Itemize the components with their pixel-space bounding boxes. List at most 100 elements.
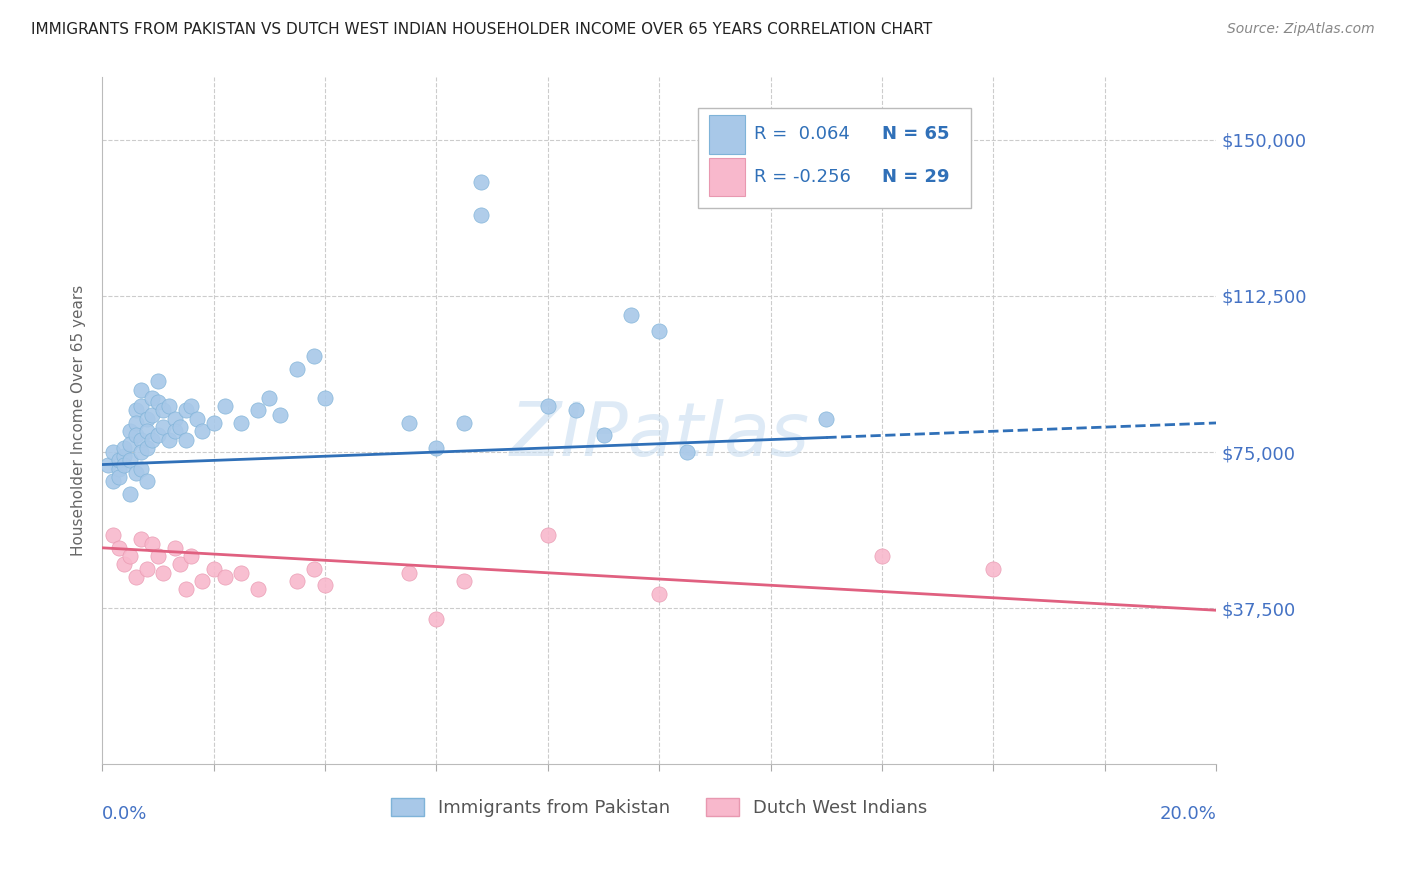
Point	[285, 361, 308, 376]
Text: 20.0%: 20.0%	[1160, 805, 1216, 823]
Point	[648, 586, 671, 600]
Text: N = 29: N = 29	[882, 168, 949, 186]
Point	[146, 395, 169, 409]
Point	[135, 474, 157, 488]
Text: ZIPatlas: ZIPatlas	[509, 399, 810, 471]
Point	[191, 424, 214, 438]
FancyBboxPatch shape	[710, 115, 745, 153]
Point	[152, 420, 174, 434]
Point	[129, 399, 152, 413]
Point	[231, 416, 253, 430]
Point	[120, 549, 142, 563]
Point	[231, 566, 253, 580]
Point	[537, 528, 560, 542]
Point	[180, 549, 202, 563]
Point	[453, 416, 475, 430]
Point	[114, 458, 136, 472]
Point	[97, 458, 120, 472]
Point	[163, 541, 186, 555]
Point	[815, 411, 838, 425]
Point	[470, 208, 492, 222]
Point	[108, 453, 131, 467]
Point	[470, 174, 492, 188]
Point	[163, 424, 186, 438]
Y-axis label: Householder Income Over 65 years: Householder Income Over 65 years	[72, 285, 86, 557]
Point	[398, 566, 420, 580]
Point	[247, 403, 270, 417]
Point	[141, 433, 163, 447]
Point	[129, 461, 152, 475]
Point	[620, 308, 643, 322]
Text: IMMIGRANTS FROM PAKISTAN VS DUTCH WEST INDIAN HOUSEHOLDER INCOME OVER 65 YEARS C: IMMIGRANTS FROM PAKISTAN VS DUTCH WEST I…	[31, 22, 932, 37]
Point	[108, 541, 131, 555]
Point	[120, 486, 142, 500]
Point	[314, 578, 336, 592]
Point	[174, 403, 197, 417]
Point	[186, 411, 208, 425]
Point	[564, 403, 586, 417]
Point	[120, 453, 142, 467]
Point	[120, 424, 142, 438]
Point	[152, 566, 174, 580]
Point	[129, 383, 152, 397]
Point	[592, 428, 614, 442]
Point	[202, 561, 225, 575]
Point	[152, 403, 174, 417]
Point	[259, 391, 281, 405]
Point	[676, 445, 699, 459]
Point	[146, 428, 169, 442]
Point	[120, 436, 142, 450]
Point	[169, 558, 191, 572]
Point	[103, 445, 125, 459]
Point	[124, 428, 146, 442]
Point	[124, 466, 146, 480]
Point	[202, 416, 225, 430]
FancyBboxPatch shape	[710, 158, 745, 196]
Point	[537, 399, 560, 413]
Point	[108, 470, 131, 484]
Point	[174, 433, 197, 447]
FancyBboxPatch shape	[699, 108, 972, 208]
Point	[174, 582, 197, 597]
Point	[983, 561, 1005, 575]
Point	[214, 399, 236, 413]
Point	[453, 574, 475, 588]
Text: Source: ZipAtlas.com: Source: ZipAtlas.com	[1227, 22, 1375, 37]
Point	[108, 461, 131, 475]
Point	[141, 536, 163, 550]
Point	[314, 391, 336, 405]
Point	[285, 574, 308, 588]
Point	[135, 424, 157, 438]
Point	[398, 416, 420, 430]
Point	[129, 433, 152, 447]
Point	[648, 324, 671, 338]
Point	[163, 411, 186, 425]
Point	[135, 411, 157, 425]
Point	[870, 549, 893, 563]
Point	[191, 574, 214, 588]
Point	[146, 374, 169, 388]
Point	[124, 403, 146, 417]
Point	[129, 533, 152, 547]
Point	[169, 420, 191, 434]
Point	[129, 445, 152, 459]
Point	[302, 349, 325, 363]
Point	[269, 408, 291, 422]
Point	[247, 582, 270, 597]
Point	[114, 449, 136, 463]
Point	[214, 570, 236, 584]
Legend: Immigrants from Pakistan, Dutch West Indians: Immigrants from Pakistan, Dutch West Ind…	[391, 797, 928, 817]
Point	[141, 408, 163, 422]
Point	[146, 549, 169, 563]
Point	[103, 474, 125, 488]
Point	[103, 528, 125, 542]
Point	[425, 441, 447, 455]
Point	[302, 561, 325, 575]
Text: N = 65: N = 65	[882, 126, 949, 144]
Point	[124, 570, 146, 584]
Point	[135, 561, 157, 575]
Point	[141, 391, 163, 405]
Point	[124, 416, 146, 430]
Text: R =  0.064: R = 0.064	[754, 126, 849, 144]
Point	[157, 399, 180, 413]
